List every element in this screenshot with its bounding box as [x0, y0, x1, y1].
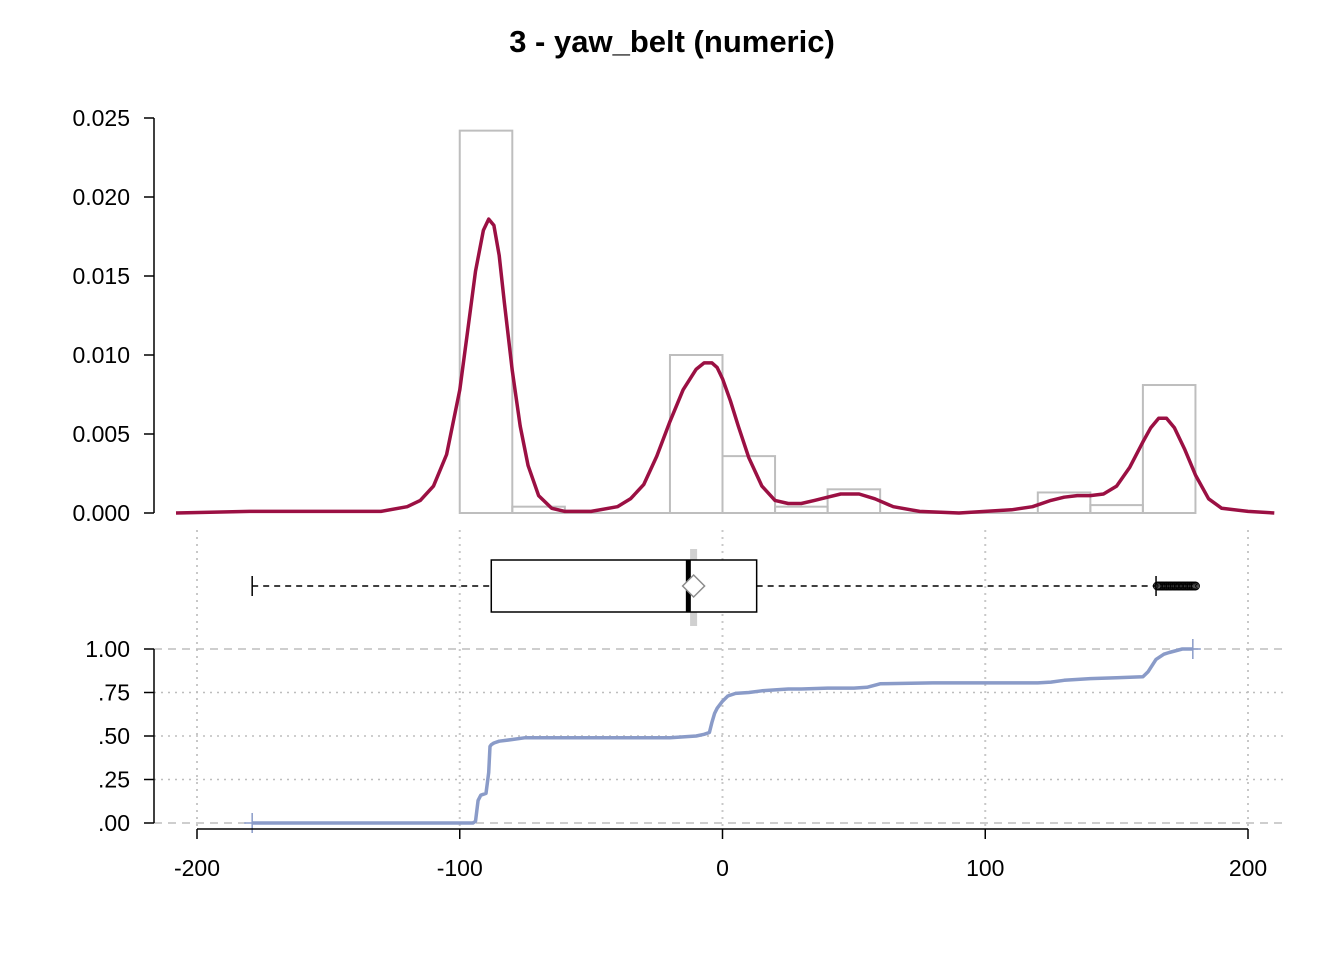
box — [490, 559, 758, 613]
ecdf-y-tick-label: .00 — [98, 810, 130, 836]
histogram-bar — [721, 455, 777, 514]
density-curve-group — [175, 217, 1275, 515]
mean-marker — [681, 573, 706, 599]
chart-title: 3 - yaw_belt (numeric) — [509, 24, 835, 59]
histogram — [458, 129, 1197, 515]
x-tick-label: 100 — [966, 855, 1004, 881]
density-y-tick-label: 0.015 — [72, 263, 130, 289]
x-tick-label: 200 — [1229, 855, 1267, 881]
ecdf-y-tick-label: 1.00 — [85, 636, 130, 662]
ecdf-end-marker — [1184, 639, 1201, 659]
histogram-bar — [1141, 384, 1197, 514]
outlier-point — [1190, 581, 1200, 591]
density-y-axis: 0.000 0.005 0.010 0.015 0.020 0.025 — [72, 105, 155, 526]
x-tick-label: -200 — [174, 855, 220, 881]
x-tick-label: 0 — [716, 855, 729, 881]
ecdf-y-tick-label: .75 — [98, 680, 130, 706]
histogram-bar — [668, 354, 724, 514]
ecdf-start-marker — [244, 813, 261, 833]
ecdf-y-axis: 1.00 .75 .50 .25 .00 — [85, 636, 155, 836]
density-y-tick-label: 0.005 — [72, 421, 130, 447]
density-y-tick-label: 0.010 — [72, 342, 130, 368]
density-curve — [175, 217, 1275, 515]
ecdf-y-tick-label: .50 — [98, 723, 130, 749]
histogram-bar — [1089, 504, 1144, 515]
density-y-tick-label: 0.020 — [72, 184, 130, 210]
x-tick-label: -100 — [437, 855, 483, 881]
ecdf-y-tick-label: .25 — [98, 767, 130, 793]
density-y-tick-label: 0.025 — [72, 105, 130, 131]
density-y-tick-label: 0.000 — [72, 500, 130, 526]
ecdf-gridlines — [154, 648, 1284, 824]
x-axis: -200 -100 0 100 200 — [174, 828, 1267, 881]
ecdf-curve — [252, 647, 1193, 825]
boxplot — [251, 549, 1200, 626]
